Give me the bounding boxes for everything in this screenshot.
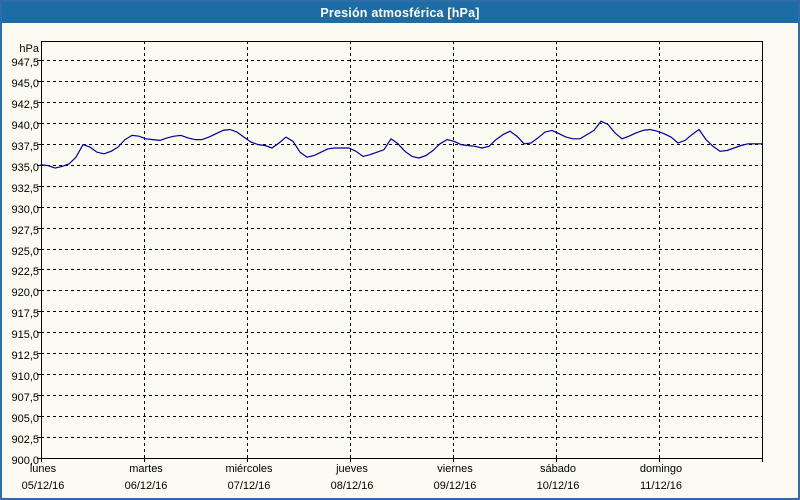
y-tick-label: 912,5 [11,349,39,362]
chart-title: Presión atmosférica [hPa] [320,5,480,20]
x-tick-day: viernes [437,463,473,475]
y-tick-label: 920,0 [11,286,39,299]
y-tick-label: 905,0 [11,412,39,425]
y-tick-label: 907,5 [11,391,39,404]
y-axis-unit-label: hPa [19,43,39,55]
y-tick-label: 927,5 [11,224,39,237]
y-tick-label: 947,5 [11,56,39,69]
y-tick-label: 935,0 [11,161,39,174]
y-tick-label: 937,5 [11,140,39,153]
y-tick-label: 900,0 [11,454,39,467]
y-tick-label: 945,0 [11,77,39,90]
y-tick-label: 922,5 [11,265,39,278]
x-tick-day: miércoles [225,463,273,475]
y-tick-label: 940,0 [11,119,39,132]
x-tick-date: 05/12/16 [21,480,65,492]
x-tick-date: 11/12/16 [639,480,682,492]
x-tick-day: jueves [336,463,368,475]
y-tick-label: 925,0 [11,245,39,258]
x-tick-day: lunes [29,463,57,475]
y-tick-label: 930,0 [11,203,39,216]
x-tick-date: 08/12/16 [330,480,374,492]
y-tick-label: 915,0 [11,328,39,341]
y-tick-label: 910,0 [11,370,39,383]
y-tick-label: 942,5 [11,98,39,111]
chart-title-bar: Presión atmosférica [hPa] [2,2,798,23]
x-tick-day: martes [129,463,163,475]
x-tick-date: 07/12/16 [227,480,271,492]
x-tick-day: domingo [639,463,683,475]
y-tick-label: 902,5 [11,433,39,446]
x-tick-date: 10/12/16 [536,480,580,492]
x-tick-date: 06/12/16 [124,480,168,492]
x-tick-date: 09/12/16 [433,480,477,492]
y-tick-label: 932,5 [11,182,39,195]
y-tick-label: 917,5 [11,307,39,320]
x-tick-day: sábado [539,463,577,475]
